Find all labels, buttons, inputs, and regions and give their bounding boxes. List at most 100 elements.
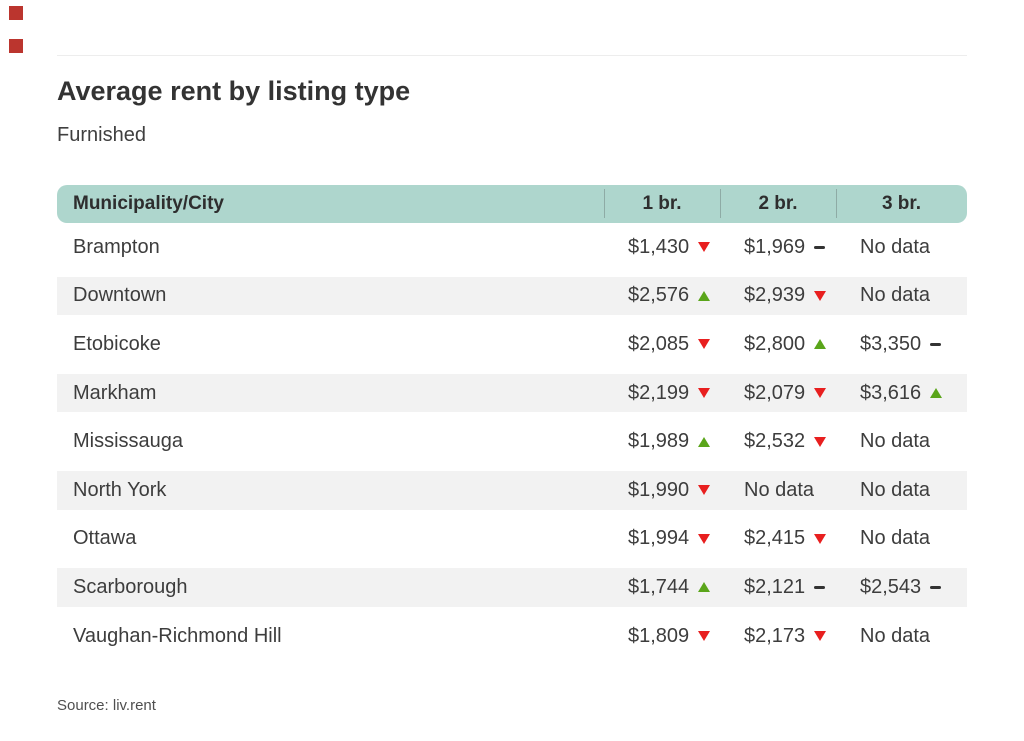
table-row: Mississauga $1,989 $2,532 No data xyxy=(57,417,967,466)
rent-price: No data xyxy=(860,624,931,647)
rent-value-2br: $2,800 xyxy=(720,333,836,356)
column-divider xyxy=(720,189,721,218)
column-header-label: 3 br. xyxy=(881,193,922,214)
column-header-1br: 1 br. xyxy=(604,185,720,223)
rent-value-2br: $2,121 xyxy=(720,576,836,599)
rent-price: $1,809 xyxy=(628,624,690,647)
column-header-municipality: Municipality/City xyxy=(73,193,224,214)
rent-price: No data xyxy=(860,478,931,501)
rent-price: $2,939 xyxy=(744,284,806,307)
rent-price: $2,121 xyxy=(744,575,806,598)
table-row: Etobicoke $2,085 $2,800 $3,350 xyxy=(57,320,967,369)
rent-price: $2,800 xyxy=(744,332,806,355)
trend-flat-icon xyxy=(930,342,942,346)
rent-value-3br: No data xyxy=(836,527,967,550)
rent-price: No data xyxy=(860,284,931,307)
table-row: Ottawa $1,994 $2,415 No data xyxy=(57,515,967,564)
source-attribution: Source: liv.rent xyxy=(57,697,156,714)
rent-value-2br: $1,969 xyxy=(720,236,836,259)
column-header-label: 1 br. xyxy=(642,193,682,214)
trend-down-icon xyxy=(698,242,711,253)
rent-price: $2,576 xyxy=(628,284,690,307)
red-square-marker-icon xyxy=(9,39,23,53)
rent-value-1br: $1,989 xyxy=(604,430,720,453)
rent-value-3br: No data xyxy=(836,479,967,502)
rent-value-3br: $3,616 xyxy=(836,382,967,405)
rent-price: $1,969 xyxy=(744,235,806,258)
trend-down-icon xyxy=(814,533,827,544)
rent-value-2br: $2,532 xyxy=(720,430,836,453)
table-row: Brampton $1,430 $1,969 No data xyxy=(57,223,967,272)
rent-value-3br: $3,350 xyxy=(836,333,967,356)
rent-value-2br: $2,173 xyxy=(720,625,836,648)
column-header-3br: 3 br. xyxy=(836,185,967,223)
trend-up-icon xyxy=(930,388,943,399)
rent-value-3br: No data xyxy=(836,625,967,648)
rent-value-1br: $1,430 xyxy=(604,236,720,259)
trend-down-icon xyxy=(698,339,711,350)
rent-value-3br: No data xyxy=(836,284,967,307)
rent-price: $2,173 xyxy=(744,624,806,647)
rent-price: $1,744 xyxy=(628,575,690,598)
trend-down-icon xyxy=(698,485,711,496)
city-name: Mississauga xyxy=(73,430,184,453)
rent-value-2br: $2,079 xyxy=(720,382,836,405)
rent-value-1br: $2,199 xyxy=(604,382,720,405)
rent-price: No data xyxy=(744,478,815,501)
trend-down-icon xyxy=(698,631,711,642)
trend-flat-icon xyxy=(814,245,826,249)
page-subtitle: Furnished xyxy=(57,124,146,146)
trend-down-icon xyxy=(814,631,827,642)
rent-price: $1,430 xyxy=(628,235,690,258)
rent-price: $3,616 xyxy=(860,381,922,404)
trend-down-icon xyxy=(814,290,827,301)
city-name: Etobicoke xyxy=(73,332,161,355)
city-name: Ottawa xyxy=(73,527,137,550)
rent-price: $3,350 xyxy=(860,332,922,355)
rent-price: $1,990 xyxy=(628,478,690,501)
table-header-row: Municipality/City 1 br. 2 br. 3 br. xyxy=(57,185,967,223)
rent-value-1br: $2,085 xyxy=(604,333,720,356)
rent-price: $2,415 xyxy=(744,527,806,550)
rent-price: $1,989 xyxy=(628,430,690,453)
rent-price: $2,199 xyxy=(628,381,690,404)
trend-flat-icon xyxy=(814,585,826,589)
city-name: Scarborough xyxy=(73,575,188,598)
column-divider xyxy=(604,189,605,218)
column-divider xyxy=(836,189,837,218)
trend-up-icon xyxy=(698,436,711,447)
rent-value-2br: No data xyxy=(720,479,836,502)
rent-price: $2,543 xyxy=(860,575,922,598)
column-header-2br: 2 br. xyxy=(720,185,836,223)
rent-table: Municipality/City 1 br. 2 br. 3 br. Bram… xyxy=(57,185,967,660)
trend-up-icon xyxy=(698,582,711,593)
rent-value-3br: No data xyxy=(836,430,967,453)
table-row: Scarborough $1,744 $2,121 $2,543 xyxy=(57,563,967,612)
rent-price: $2,532 xyxy=(744,430,806,453)
table-row: North York $1,990 No data No data xyxy=(57,466,967,515)
rent-price: No data xyxy=(860,430,931,453)
trend-down-icon xyxy=(814,436,827,447)
city-name: North York xyxy=(73,478,167,501)
rent-value-1br: $1,994 xyxy=(604,527,720,550)
trend-up-icon xyxy=(698,290,711,301)
table-row: Markham $2,199 $2,079 $3,616 xyxy=(57,369,967,418)
table-row: Downtown $2,576 $2,939 No data xyxy=(57,272,967,321)
trend-down-icon xyxy=(698,533,711,544)
rent-price: No data xyxy=(860,527,931,550)
trend-down-icon xyxy=(698,388,711,399)
rent-value-1br: $1,990 xyxy=(604,479,720,502)
rent-value-3br: No data xyxy=(836,236,967,259)
rent-price: No data xyxy=(860,235,931,258)
rent-value-2br: $2,939 xyxy=(720,284,836,307)
rent-price: $2,079 xyxy=(744,381,806,404)
column-header-label: 2 br. xyxy=(758,193,798,214)
city-name: Vaughan-Richmond Hill xyxy=(73,624,282,647)
rent-value-1br: $2,576 xyxy=(604,284,720,307)
page-title: Average rent by listing type xyxy=(57,76,411,106)
rent-price: $1,994 xyxy=(628,527,690,550)
rent-value-1br: $1,744 xyxy=(604,576,720,599)
trend-down-icon xyxy=(814,388,827,399)
trend-flat-icon xyxy=(930,585,942,589)
city-name: Markham xyxy=(73,381,157,404)
